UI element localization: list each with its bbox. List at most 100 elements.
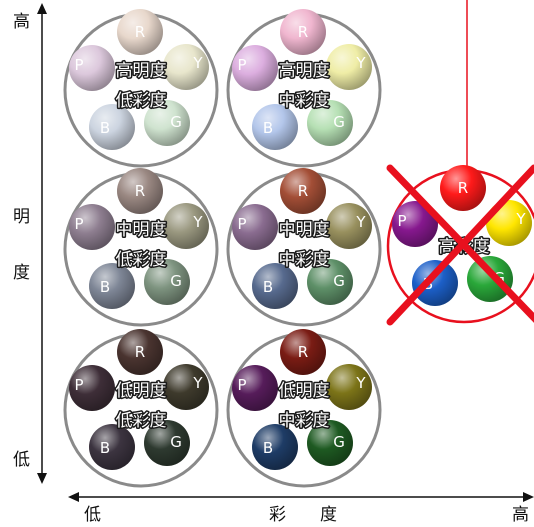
- x-axis-arrow-right: [523, 492, 534, 502]
- color-ball-r: [117, 329, 163, 375]
- color-ball-g: [467, 256, 513, 302]
- color-ball-label-r: R: [135, 182, 145, 200]
- x-axis-arrow-left: [68, 492, 79, 502]
- color-ball-label-g: G: [170, 433, 182, 451]
- color-ball-p: [69, 365, 115, 411]
- color-ball-label-g: G: [333, 113, 345, 131]
- y-axis-high-label: 高: [13, 12, 30, 32]
- color-ball-r: [280, 9, 326, 55]
- color-ball-p: [232, 365, 278, 411]
- color-ball-label-r: R: [135, 343, 145, 361]
- x-axis-title-1: 彩: [269, 505, 286, 525]
- color-ball-label-y: Y: [192, 213, 203, 231]
- color-ball-p: [232, 45, 278, 91]
- color-ball-label-p: P: [74, 215, 83, 233]
- color-ball-label-g: G: [333, 272, 345, 290]
- color-ball-label-b: B: [263, 439, 273, 457]
- color-ball-y: [163, 44, 209, 90]
- color-ball-p: [392, 201, 438, 247]
- y-axis-title-2: 度: [13, 263, 30, 283]
- color-ball-y: [163, 364, 209, 410]
- color-ball-b: [412, 260, 458, 306]
- color-ball-y: [326, 364, 372, 410]
- color-ball-g: [144, 259, 190, 305]
- tone-label-line-1: 低明度: [116, 381, 167, 401]
- color-ball-g: [307, 100, 353, 146]
- y-axis-low-label: 低: [13, 450, 30, 470]
- color-ball-label-y: Y: [355, 213, 366, 231]
- color-ball-p: [69, 45, 115, 91]
- color-ball-b: [89, 104, 135, 150]
- color-ball-label-b: B: [100, 278, 110, 296]
- color-ball-p: [69, 204, 115, 250]
- color-ball-label-r: R: [298, 343, 308, 361]
- color-ball-g: [144, 420, 190, 466]
- color-ball-label-p: P: [74, 376, 83, 394]
- color-ball-r: [280, 329, 326, 375]
- tone-label-line-1: 中明度: [116, 220, 167, 240]
- color-ball-b: [252, 424, 298, 470]
- tone-label-line-2: 低彩度: [116, 411, 167, 431]
- color-ball-label-b: B: [263, 278, 273, 296]
- color-ball-label-y: Y: [192, 374, 203, 392]
- color-ball-label-g: G: [170, 272, 182, 290]
- tone-label-line-2: 中彩度: [279, 411, 330, 431]
- color-ball-label-g: G: [170, 113, 182, 131]
- color-ball-p: [232, 204, 278, 250]
- color-ball-label-b: B: [100, 439, 110, 457]
- color-ball-label-b: B: [100, 119, 110, 137]
- color-ball-g: [307, 420, 353, 466]
- tone-label-line-1: 高明度: [116, 61, 167, 81]
- color-ball-y: [326, 203, 372, 249]
- color-ball-label-r: R: [135, 23, 145, 41]
- color-ball-label-y: Y: [515, 210, 526, 228]
- color-ball-g: [307, 259, 353, 305]
- color-ball-r: [280, 168, 326, 214]
- color-ball-g: [144, 100, 190, 146]
- tone-label-line-2: 低彩度: [116, 250, 167, 270]
- color-ball-y: [163, 203, 209, 249]
- tone-label-line-1: 中明度: [279, 220, 330, 240]
- tone-label-line-1: 低明度: [279, 381, 330, 401]
- color-ball-label-p: P: [397, 212, 406, 230]
- color-ball-label-p: P: [237, 215, 246, 233]
- color-ball-label-r: R: [458, 179, 468, 197]
- y-axis-arrow-bottom: [37, 473, 47, 484]
- tone-label-line-1: 高明度: [279, 61, 330, 81]
- color-ball-label-p: P: [237, 376, 246, 394]
- tone-group-hs: RYGBP高彩度: [386, 164, 534, 326]
- color-ball-label-p: P: [237, 56, 246, 74]
- x-axis-low-label: 低: [84, 505, 101, 525]
- color-ball-label-r: R: [298, 23, 308, 41]
- color-ball-label-g: G: [333, 433, 345, 451]
- color-ball-b: [89, 263, 135, 309]
- color-ball-label-y: Y: [192, 54, 203, 72]
- color-ball-r: [117, 9, 163, 55]
- y-axis-arrow-top: [37, 3, 47, 14]
- color-ball-label-y: Y: [355, 374, 366, 392]
- tone-label-line-2: 中彩度: [279, 250, 330, 270]
- color-ball-label-y: Y: [355, 54, 366, 72]
- color-ball-r: [440, 165, 486, 211]
- x-axis-high-label: 高: [512, 505, 529, 525]
- color-ball-b: [252, 263, 298, 309]
- tone-label-line-2: 中彩度: [279, 91, 330, 111]
- y-axis-title-1: 明: [13, 207, 30, 227]
- color-ball-r: [117, 168, 163, 214]
- color-ball-label-p: P: [74, 56, 83, 74]
- tone-label-line-2: 低彩度: [116, 91, 167, 111]
- color-ball-label-r: R: [298, 182, 308, 200]
- color-ball-b: [89, 424, 135, 470]
- cross-mark-line-2: [386, 164, 534, 326]
- color-ball-label-b: B: [263, 119, 273, 137]
- color-ball-y: [326, 44, 372, 90]
- x-axis-title-2: 度: [320, 505, 337, 525]
- color-ball-b: [252, 104, 298, 150]
